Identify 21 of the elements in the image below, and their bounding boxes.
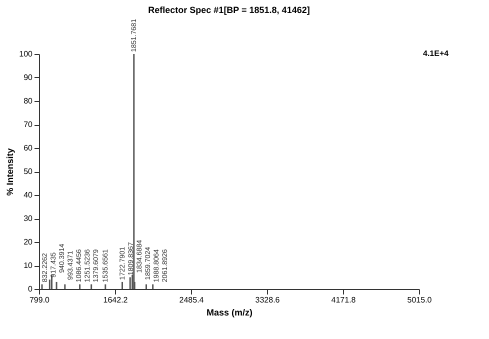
- y-tick-label: 100: [19, 50, 34, 58]
- x-tick-label: 3328.6: [255, 296, 280, 304]
- x-tick-label: 799.0: [29, 296, 50, 304]
- text: 4.1E+4: [423, 49, 450, 58]
- x-tick-label: 5015.0: [407, 296, 432, 304]
- x-tick-label: 1642.2: [103, 296, 128, 304]
- x-tick-label: 4171.8: [331, 296, 356, 304]
- x-tick-label: 2485.4: [179, 296, 204, 304]
- y-tick-label: 60: [24, 144, 34, 152]
- y-tick-label: 0: [28, 284, 34, 294]
- x-axis-title: Mass (m/z): [206, 308, 253, 318]
- y-tick-label: 50: [24, 167, 34, 176]
- y-tick-label: 20: [24, 238, 34, 246]
- y-tick-label: 90: [24, 73, 34, 82]
- chart-title: Reflector Spec #1[BP = 1851.8, 41462]: [148, 4, 310, 15]
- y-tick-label: 80: [24, 96, 34, 106]
- y-tick-label: 70: [24, 120, 34, 129]
- y-tick-label: 10: [24, 261, 34, 270]
- y-tick-label: 40: [24, 190, 34, 200]
- y-axis-title: % Intensity: [5, 148, 16, 196]
- y-tick-label: 30: [24, 214, 34, 223]
